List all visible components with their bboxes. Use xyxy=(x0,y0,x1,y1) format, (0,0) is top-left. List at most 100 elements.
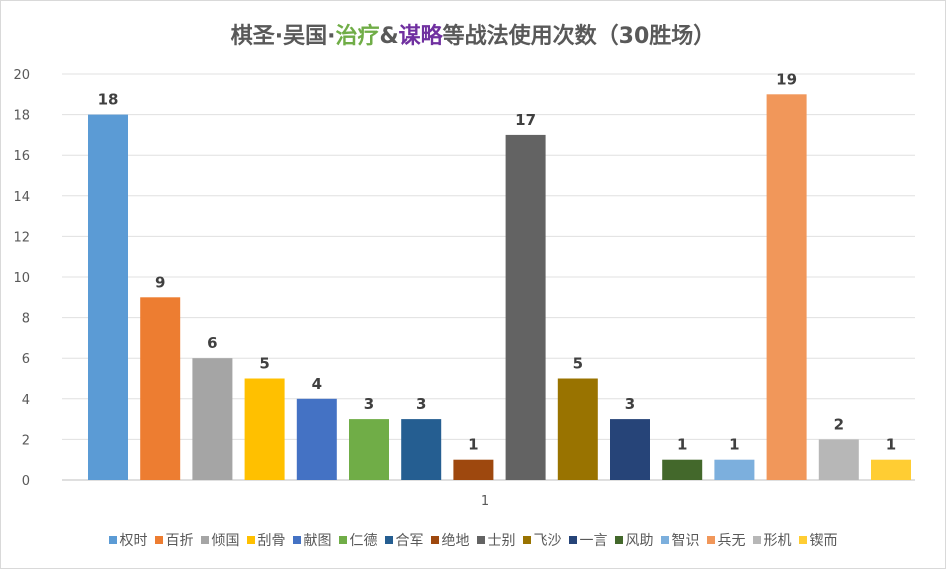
legend-swatch xyxy=(338,536,347,544)
legend-item: 飞沙 xyxy=(522,530,562,550)
title-part-heal: 治疗 xyxy=(335,24,380,49)
bar-飞沙 xyxy=(557,378,598,480)
legend-swatch xyxy=(568,536,577,544)
data-label: 19 xyxy=(776,70,797,88)
y-tick-label: 6 xyxy=(22,352,30,367)
y-tick-label: 20 xyxy=(13,68,30,83)
legend-swatch xyxy=(292,536,301,544)
legend-swatch xyxy=(108,536,117,544)
data-label: 5 xyxy=(573,355,583,373)
legend-item: 仁德 xyxy=(338,530,378,550)
legend-swatch xyxy=(476,536,485,544)
legend-item: 形机 xyxy=(752,530,792,550)
title-part-amp: & xyxy=(379,24,399,49)
legend-label: 合军 xyxy=(395,533,424,549)
legend-item: 权时 xyxy=(108,530,148,550)
legend-swatch xyxy=(384,536,393,544)
bar-士别 xyxy=(505,134,546,480)
legend-item: 兵无 xyxy=(706,530,746,550)
legend-item: 智识 xyxy=(660,530,700,550)
bar-倾国 xyxy=(192,358,233,480)
bar-风助 xyxy=(662,459,703,480)
legend-label: 形机 xyxy=(763,533,792,549)
data-label: 1 xyxy=(729,436,739,454)
legend-swatch xyxy=(200,536,209,544)
y-tick-label: 16 xyxy=(13,149,30,164)
title-part-1: 棋圣·吴国· xyxy=(230,24,336,49)
bar-合军 xyxy=(401,419,442,480)
y-tick-label: 18 xyxy=(13,109,30,124)
y-tick-label: 14 xyxy=(13,190,30,205)
bar-形机 xyxy=(818,439,859,480)
data-label: 1 xyxy=(886,436,896,454)
legend-item: 绝地 xyxy=(430,530,470,550)
title-part-strategy: 谋略 xyxy=(398,24,443,49)
legend-label: 仁德 xyxy=(349,533,378,549)
bar-绝地 xyxy=(453,459,494,480)
legend-swatch xyxy=(430,536,439,544)
legend-swatch xyxy=(522,536,531,544)
legend-label: 智识 xyxy=(671,533,700,549)
legend-label: 刮骨 xyxy=(257,533,286,549)
data-label: 3 xyxy=(416,395,426,413)
bar-刮骨 xyxy=(244,378,285,480)
legend-label: 一言 xyxy=(579,533,608,549)
bar-锲而 xyxy=(871,459,911,480)
bar-献图 xyxy=(296,398,337,480)
legend-label: 权时 xyxy=(119,533,148,549)
legend-swatch xyxy=(798,536,807,544)
legend-label: 献图 xyxy=(303,533,332,549)
y-tick-label: 4 xyxy=(22,393,30,408)
y-tick-label: 12 xyxy=(13,230,30,245)
legend-swatch xyxy=(614,536,623,544)
x-category-label: 1 xyxy=(481,494,489,509)
y-tick-label: 10 xyxy=(13,271,30,286)
y-tick-label: 2 xyxy=(22,433,30,448)
legend-item: 一言 xyxy=(568,530,608,550)
y-tick-label: 8 xyxy=(22,312,30,327)
y-tick-label: 0 xyxy=(22,474,30,489)
legend-label: 绝地 xyxy=(441,533,470,549)
legend-item: 合军 xyxy=(384,530,424,550)
data-label: 3 xyxy=(364,395,374,413)
legend-item: 献图 xyxy=(292,530,332,550)
data-label: 5 xyxy=(259,355,269,373)
legend-label: 士别 xyxy=(487,533,516,549)
data-label: 4 xyxy=(312,375,322,393)
legend-item: 刮骨 xyxy=(246,530,286,550)
bar-仁德 xyxy=(349,419,389,480)
legend-swatch xyxy=(246,536,255,544)
legend-label: 兵无 xyxy=(717,533,746,549)
legend-item: 百折 xyxy=(154,530,194,550)
data-label: 6 xyxy=(207,334,217,352)
legend-item: 锲而 xyxy=(798,530,838,550)
bar-智识 xyxy=(714,459,755,480)
legend-label: 飞沙 xyxy=(533,533,562,549)
legend-swatch xyxy=(752,536,761,544)
legend-label: 百折 xyxy=(165,533,194,549)
legend-item: 风助 xyxy=(614,530,654,550)
data-label: 17 xyxy=(515,111,536,129)
legend-label: 风助 xyxy=(625,533,654,549)
data-label: 9 xyxy=(155,273,165,291)
legend-item: 倾国 xyxy=(200,530,240,550)
data-label: 1 xyxy=(468,436,478,454)
legend-swatch xyxy=(660,536,669,544)
data-label: 2 xyxy=(834,415,844,433)
bar-兵无 xyxy=(766,94,807,481)
data-label: 3 xyxy=(625,395,635,413)
bar-一言 xyxy=(610,419,650,480)
chart-legend: 权时 百折 倾国 刮骨 献图 仁德 合军 绝地 士别 飞沙 一言 风助 智识 兵无 形机 锲而 xyxy=(0,530,946,550)
title-part-rest: 等战法使用次数（30胜场） xyxy=(442,24,716,49)
data-label: 1 xyxy=(677,436,687,454)
bar-权时 xyxy=(88,114,128,480)
bar-百折 xyxy=(140,297,181,480)
data-label: 18 xyxy=(98,91,119,109)
legend-swatch xyxy=(154,536,163,544)
legend-label: 倾国 xyxy=(211,533,240,549)
legend-swatch xyxy=(706,536,715,544)
chart-title: 棋圣·吴国·治疗&谋略等战法使用次数（30胜场） xyxy=(0,18,946,50)
legend-item: 士别 xyxy=(476,530,516,550)
legend-label: 锲而 xyxy=(809,533,838,549)
